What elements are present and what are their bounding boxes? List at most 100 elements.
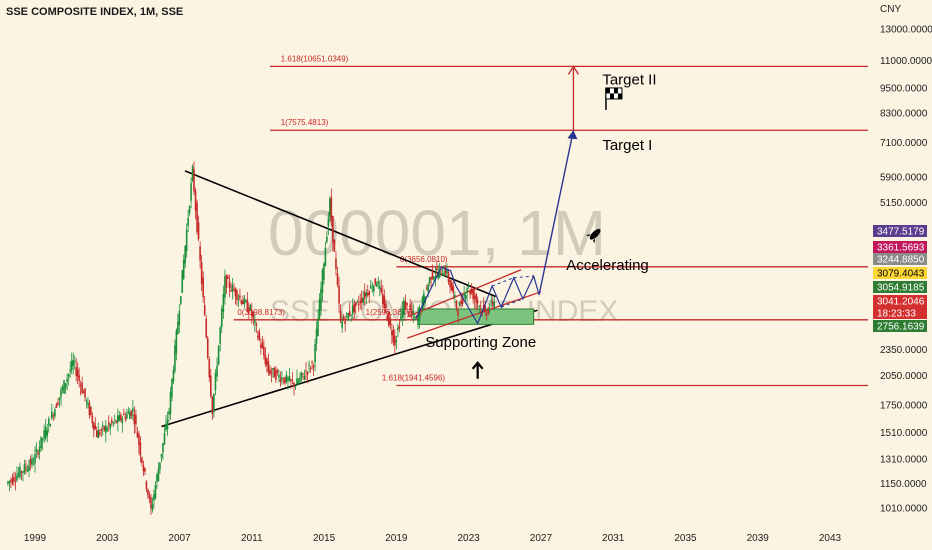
candle-body xyxy=(171,378,173,398)
projection-line[interactable] xyxy=(538,130,575,295)
price-badge-text: 2756.1639 xyxy=(877,322,925,333)
rocket-icon xyxy=(585,228,601,244)
candle-body xyxy=(213,394,215,413)
candle-body xyxy=(40,436,42,449)
candle-body xyxy=(55,404,58,408)
candle-body xyxy=(227,276,229,279)
candle-body xyxy=(406,302,408,306)
candle-body xyxy=(220,308,223,327)
candle-body xyxy=(464,295,467,300)
candle-body xyxy=(47,418,50,425)
candle-body xyxy=(163,433,166,445)
candle-body xyxy=(172,370,175,382)
candle-body xyxy=(446,269,448,274)
price-badge-text: 3361.5693 xyxy=(877,243,925,254)
candle-body xyxy=(29,459,32,466)
candle-body xyxy=(103,426,106,430)
y-tick-label: 1150.0000 xyxy=(880,479,927,490)
candle-body xyxy=(225,275,228,288)
candle-body xyxy=(438,268,441,278)
candle-body xyxy=(421,297,424,309)
candle-body xyxy=(401,308,404,318)
candle-body xyxy=(434,275,437,278)
candle-body xyxy=(430,277,432,280)
candle-body xyxy=(344,320,346,324)
candle-body xyxy=(473,295,476,299)
candle-body xyxy=(46,430,49,436)
candle-body xyxy=(309,368,312,369)
candle-body xyxy=(478,306,480,307)
candle-body xyxy=(467,285,470,287)
candle-body xyxy=(397,327,399,331)
candle-body xyxy=(410,310,413,314)
candle-body xyxy=(17,472,20,476)
price-badge-text: 18:23:33 xyxy=(877,309,916,320)
candle-body xyxy=(52,415,55,417)
candle-body xyxy=(211,396,214,415)
candle-body xyxy=(43,429,45,439)
candle-body xyxy=(431,269,434,279)
candle-body xyxy=(114,419,116,421)
fib-level-label: 1.618(1941.4596) xyxy=(382,373,446,382)
lower-trendline[interactable] xyxy=(161,309,538,428)
candle-body xyxy=(290,379,292,381)
candle-body xyxy=(100,429,103,432)
candle-body xyxy=(372,285,375,292)
candle-body xyxy=(479,305,482,307)
wave-dashed-connector xyxy=(491,277,514,287)
candle-body xyxy=(124,416,127,420)
candle-body xyxy=(415,315,418,317)
fib-level-label: 0(3656.0810) xyxy=(400,255,448,264)
candle-body xyxy=(441,274,444,276)
candle-body xyxy=(153,494,155,501)
candle-body xyxy=(326,236,328,242)
candle-body xyxy=(366,293,369,296)
candle-body xyxy=(447,272,450,283)
candle-body xyxy=(251,310,253,317)
candle-body xyxy=(141,457,143,464)
candle-body xyxy=(476,299,479,304)
candle-body xyxy=(60,389,62,397)
channel-lower-line[interactable] xyxy=(406,291,542,339)
candle-body xyxy=(353,304,356,312)
candle-body xyxy=(174,345,176,372)
candle-body xyxy=(196,202,198,232)
candle-body xyxy=(266,358,268,366)
candle-body xyxy=(93,422,95,431)
candle-body xyxy=(107,422,110,425)
candle-body xyxy=(318,299,321,320)
candle-body xyxy=(460,300,462,305)
candle-body xyxy=(73,361,76,362)
y-tick-label: 1510.0000 xyxy=(880,428,928,439)
candle-body xyxy=(160,453,163,458)
candle-body xyxy=(82,392,85,394)
candle-body xyxy=(69,369,71,372)
candle-body xyxy=(44,427,47,439)
candle-body xyxy=(58,397,61,401)
candle-body xyxy=(444,269,447,274)
candle-body xyxy=(94,425,97,429)
candle-body xyxy=(190,182,192,201)
candle-body xyxy=(249,305,252,310)
y-tick-label: 5900.0000 xyxy=(880,173,928,184)
price-badge xyxy=(873,295,927,307)
candle-body xyxy=(436,268,438,271)
candle-body xyxy=(315,328,318,344)
candle-body xyxy=(342,317,345,321)
candle-body xyxy=(403,300,405,315)
candle-body xyxy=(148,495,151,499)
price-badge xyxy=(873,267,927,279)
candle-body xyxy=(338,285,340,304)
candle-body xyxy=(488,308,491,312)
support-zone[interactable] xyxy=(417,308,535,325)
x-tick-label: 2019 xyxy=(385,533,408,544)
candle-body xyxy=(26,468,29,472)
accelerating-label: Accelerating xyxy=(566,257,649,274)
x-tick-label: 2039 xyxy=(747,533,770,544)
candle-body xyxy=(458,302,461,307)
candle-body xyxy=(269,369,271,375)
candle-body xyxy=(239,295,241,298)
candle-body xyxy=(258,331,261,340)
candle-body xyxy=(231,285,234,292)
candle-body xyxy=(78,375,80,381)
